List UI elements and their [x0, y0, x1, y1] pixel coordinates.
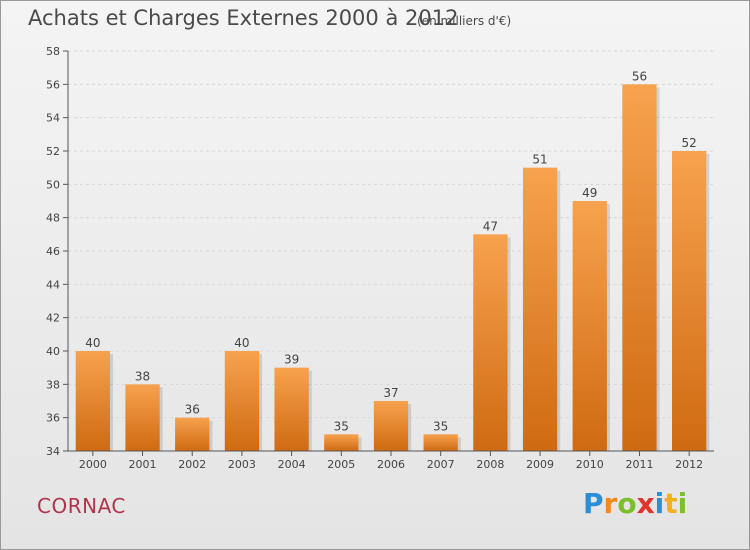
logo-letter: P [583, 487, 604, 520]
y-tick-label: 50 [46, 178, 60, 191]
x-tick-label: 2012 [675, 458, 703, 471]
bar-2002 [175, 417, 210, 451]
x-tick-label: 2008 [476, 458, 504, 471]
x-tick-label: 2011 [625, 458, 653, 471]
bar-2007 [423, 434, 458, 451]
bar-2006 [373, 401, 409, 451]
data-label: 38 [135, 369, 150, 383]
data-label: 47 [483, 219, 498, 233]
x-tick-label: 2010 [576, 458, 604, 471]
bar-2008 [473, 234, 508, 451]
x-tick-label: 2001 [129, 458, 157, 471]
x-tick-label: 2007 [427, 458, 455, 471]
data-label: 52 [682, 136, 697, 150]
y-tick-label: 52 [46, 145, 60, 158]
bar-2003 [224, 351, 260, 451]
x-tick-label: 2002 [178, 458, 206, 471]
y-tick-label: 46 [46, 245, 60, 258]
bar-2005 [324, 434, 359, 451]
bar-2012 [672, 151, 707, 451]
commune-name: CORNAC [37, 494, 126, 518]
logo-letter: i [654, 487, 665, 520]
bar-2010 [572, 201, 607, 451]
y-tick-label: 56 [46, 78, 60, 91]
x-tick-label: 2003 [228, 458, 256, 471]
x-tick-label: 2006 [377, 458, 405, 471]
data-label: 56 [632, 69, 647, 83]
data-label: 40 [234, 336, 249, 350]
bar-2001 [125, 384, 160, 451]
data-label: 36 [185, 403, 200, 417]
bar-2000 [75, 351, 110, 451]
data-label: 49 [582, 186, 597, 200]
x-tick-label: 2004 [278, 458, 306, 471]
y-tick-label: 42 [46, 312, 60, 325]
data-label: 39 [284, 353, 299, 367]
bar-2004 [274, 367, 309, 451]
bar-2011 [622, 84, 657, 451]
labels: 34 36 38 40 42 44 46 48 50 52 54 56 58 2000 40 2001 38 20… [46, 45, 703, 471]
x-tick-label: 2005 [327, 458, 355, 471]
chart-subtitle: (en milliers d'€) [417, 14, 512, 28]
data-label: 40 [85, 336, 100, 350]
chart-title: Achats et Charges Externes 2000 à 2012 [28, 6, 459, 30]
logo-letter: r [603, 487, 618, 520]
bars [75, 84, 710, 451]
y-tick-label: 54 [46, 112, 60, 125]
logo-letter: o [617, 487, 637, 520]
y-tick-label: 40 [46, 345, 60, 358]
logo-letter: i [677, 487, 688, 520]
axes [63, 50, 714, 456]
y-tick-label: 38 [46, 378, 60, 391]
logo-letter: x [636, 487, 655, 520]
bar-2009 [522, 167, 558, 451]
y-tick-label: 34 [46, 445, 60, 458]
logo-letter: t [664, 487, 678, 520]
proxiti-logo[interactable]: Proxiti [583, 487, 687, 520]
y-tick-label: 48 [46, 212, 60, 225]
data-label: 51 [532, 153, 547, 167]
y-tick-label: 58 [46, 45, 60, 58]
y-tick-label: 36 [46, 412, 60, 425]
data-label: 35 [433, 419, 448, 433]
grid-lines [68, 50, 714, 419]
x-tick-label: 2000 [79, 458, 107, 471]
y-tick-label: 44 [46, 278, 60, 291]
data-label: 35 [334, 419, 349, 433]
data-label: 37 [383, 386, 398, 400]
x-tick-label: 2009 [526, 458, 554, 471]
